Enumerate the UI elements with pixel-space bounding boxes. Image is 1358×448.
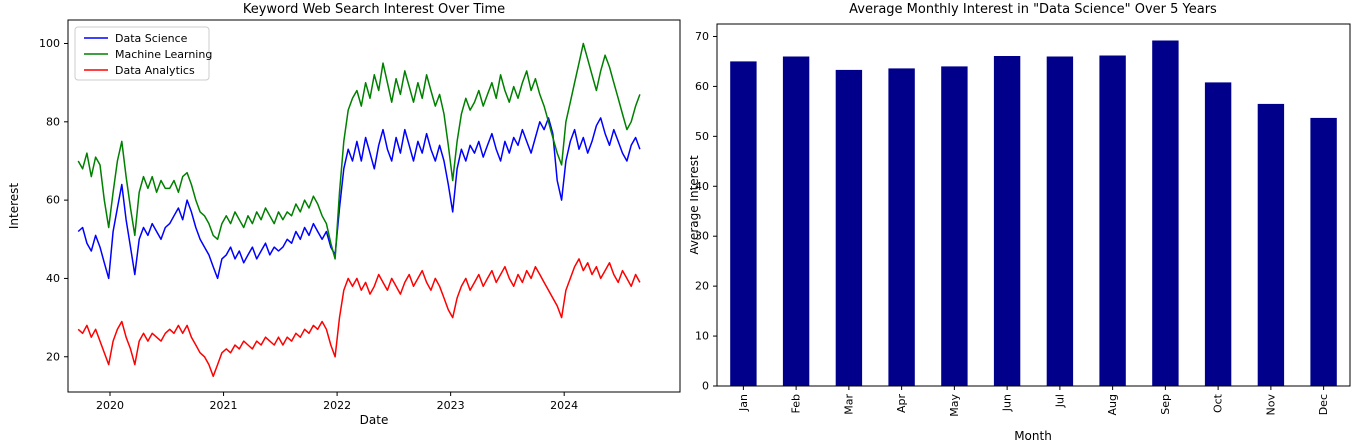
bar-chart-svg: Average Monthly Interest in "Data Scienc…: [690, 2, 1351, 443]
x-tick-label: Nov: [1264, 394, 1277, 416]
y-tick-label: 40: [46, 272, 60, 285]
y-tick-label: 100: [39, 37, 60, 50]
x-tick-label: 2024: [550, 399, 578, 412]
bar-chart-title: Average Monthly Interest in "Data Scienc…: [849, 2, 1217, 17]
y-tick-label: 40: [695, 180, 709, 193]
y-tick-label: 0: [702, 380, 709, 393]
y-tick-label: 70: [695, 30, 709, 43]
bar-plot-area: 0 10 20 30 40 50 60 70 Jan Feb Mar Apr May Jun Jul Aug S…: [695, 23, 1351, 417]
bar-mar: [835, 69, 863, 387]
bar-feb: [782, 56, 810, 386]
x-tick-label: Apr: [895, 394, 908, 414]
bar-jul: [1046, 56, 1074, 386]
legend-box: [74, 26, 210, 81]
x-tick-label: Oct: [1212, 393, 1225, 413]
series-line-data-analytics: [77, 258, 641, 378]
x-tick-label: May: [948, 394, 961, 417]
line-chart-svg: Keyword Web Search Interest Over Time Da…: [7, 2, 681, 427]
bar-jan: [730, 61, 757, 387]
x-tick-label: Aug: [1106, 394, 1119, 415]
y-tick-label: 60: [46, 194, 60, 207]
bar-aug: [1099, 55, 1126, 386]
x-tick-label: 2022: [323, 399, 351, 412]
series-line-machine-learning: [77, 42, 641, 260]
legend-label-data-science: Data Science: [115, 32, 188, 45]
x-tick-label: Sep: [1159, 394, 1172, 415]
legend: Data Science Machine Learning Data Analyti…: [74, 26, 212, 81]
y-tick-label: 10: [695, 330, 709, 343]
x-tick-label: 2023: [437, 399, 465, 412]
x-tick-label: 2020: [96, 399, 124, 412]
bar-chart-ylabel: Average Interest: [690, 155, 701, 255]
legend-label-data-analytics: Data Analytics: [115, 64, 195, 77]
line-chart-xlabel: Date: [360, 413, 389, 427]
x-tick-label: 2021: [210, 399, 238, 412]
bar-chart-xlabel: Month: [1014, 429, 1052, 443]
bar-may: [941, 66, 968, 387]
x-tick-label: Jul: [1053, 394, 1066, 408]
x-tick-label: Mar: [842, 394, 855, 415]
line-chart-title: Keyword Web Search Interest Over Time: [243, 2, 505, 17]
bar-oct: [1204, 82, 1232, 387]
line-plot-border: [67, 19, 681, 393]
series-line-data-science: [77, 117, 641, 280]
y-tick-label: 60: [695, 80, 709, 93]
x-tick-label: Jan: [737, 394, 750, 412]
bar-nov: [1257, 103, 1285, 387]
bar-sep: [1152, 40, 1179, 386]
y-tick-label: 50: [695, 130, 709, 143]
y-tick-label: 30: [695, 230, 709, 243]
x-tick-label: Dec: [1317, 394, 1330, 415]
bar-apr: [888, 68, 915, 387]
legend-label-machine-learning: Machine Learning: [115, 48, 212, 61]
bar-jun: [993, 56, 1021, 386]
bar-plot-border: [716, 23, 1351, 387]
x-tick-label: Jun: [1001, 394, 1014, 412]
line-chart-ylabel: Interest: [7, 183, 21, 230]
y-tick-label: 20: [695, 280, 709, 293]
x-tick-label: Feb: [790, 394, 803, 413]
y-tick-label: 80: [46, 115, 60, 128]
line-plot-area: 2020 2021 2022 2023 2024 20 40 60 80 100 Data Scie…: [39, 19, 681, 412]
y-tick-label: 20: [46, 350, 60, 363]
bar-dec: [1310, 117, 1337, 387]
